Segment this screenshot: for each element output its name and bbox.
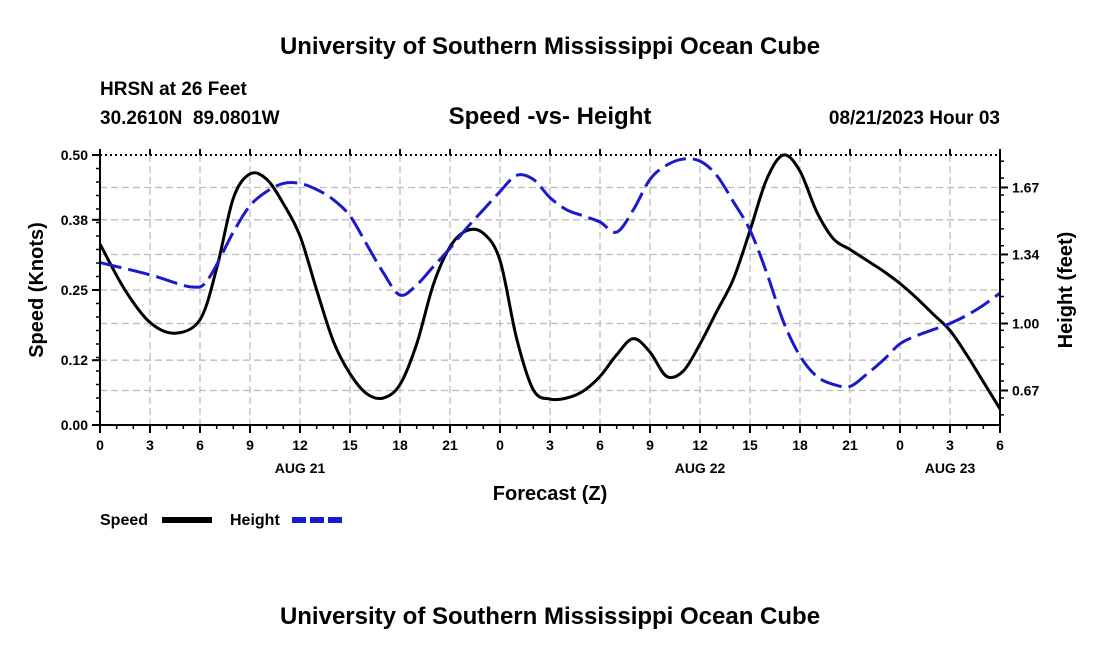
- footer-title: University of Southern Mississippi Ocean…: [280, 603, 820, 630]
- legend: Speed Height: [100, 512, 342, 529]
- x-tick-label: 18: [792, 437, 808, 453]
- x-tick-label: 6: [996, 437, 1004, 453]
- series-layer: [98, 153, 1002, 410]
- y-tick-label-right: 1.67: [1012, 179, 1039, 195]
- x-tick-label: 18: [392, 437, 408, 453]
- y-tick-label-left: 0.25: [61, 282, 88, 298]
- y-tick-label-left: 0.50: [61, 147, 88, 163]
- x-tick-label: 3: [946, 437, 954, 453]
- x-tick-label: 0: [496, 437, 504, 453]
- x-tick-label: 21: [442, 437, 458, 453]
- station-coordinates: 30.2610N 89.0801W: [100, 108, 280, 129]
- series-line-speed: [98, 153, 1002, 410]
- x-tick-label: 6: [196, 437, 204, 453]
- x-tick-label: 21: [842, 437, 858, 453]
- x-tick-label: 3: [146, 437, 154, 453]
- x-tick-label: 0: [896, 437, 904, 453]
- station-name: HRSN at 26 Feet: [100, 79, 247, 100]
- x-tick-label: 6: [596, 437, 604, 453]
- y-axis-title-left: Speed (Knots): [26, 222, 48, 358]
- y-tick-label-right: 1.34: [1012, 246, 1039, 262]
- x-tick-label: 0: [96, 437, 104, 453]
- forecast-timestamp: 08/21/2023 Hour 03: [829, 108, 1000, 129]
- legend-label-height: Height: [230, 512, 280, 529]
- chart-subtitle: Speed -vs- Height: [449, 103, 652, 130]
- y-tick-label-left: 0.12: [61, 352, 88, 368]
- x-tick-label: 3: [546, 437, 554, 453]
- ticks-layer: 0 3 6 9 12 15 18 21 0 3 6 9 12 15 18 21 0 3 6 AUG 21 AUG 22 A…: [61, 147, 1040, 476]
- y-tick-label-right: 1.00: [1012, 315, 1039, 331]
- legend-label-speed: Speed: [100, 512, 148, 529]
- grid-layer: [100, 155, 1000, 425]
- x-date-label: AUG 22: [675, 460, 726, 476]
- x-tick-label: 15: [742, 437, 758, 453]
- y-tick-label-right: 0.67: [1012, 382, 1039, 398]
- x-tick-label: 12: [692, 437, 708, 453]
- y-tick-label-left: 0.38: [61, 212, 88, 228]
- x-tick-label: 9: [646, 437, 654, 453]
- x-tick-label: 15: [342, 437, 358, 453]
- x-tick-label: 12: [292, 437, 308, 453]
- main-title: University of Southern Mississippi Ocean…: [280, 33, 820, 60]
- series-line-height: [99, 157, 1001, 389]
- x-date-label: AUG 23: [925, 460, 976, 476]
- x-date-label: AUG 21: [275, 460, 326, 476]
- x-axis-title: Forecast (Z): [493, 483, 607, 505]
- y-tick-label-left: 0.00: [61, 417, 88, 433]
- y-axis-title-right: Height (feet): [1055, 232, 1077, 349]
- x-tick-label: 9: [246, 437, 254, 453]
